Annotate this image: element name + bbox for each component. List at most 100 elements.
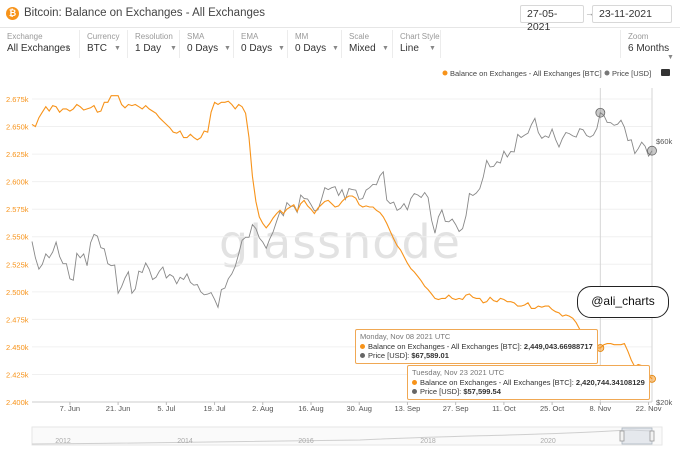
- chevron-down-icon: ▼: [64, 45, 71, 52]
- axes: 2.400k 2.425k 2.450k 2.475k 2.500k 2.525k 2.55…: [6, 95, 673, 413]
- navigator[interactable]: 2012 2014 2016 2018 2020: [31, 426, 663, 446]
- resolution-value: 1 Day: [135, 43, 162, 54]
- y-left-tick-label: 2.650k: [6, 123, 29, 132]
- sma-label: SMA: [187, 32, 205, 41]
- tooltip-balance-value: 2,449,043.66988717: [523, 341, 593, 351]
- balance-dot-icon: [412, 379, 417, 385]
- chevron-down-icon: ▼: [667, 54, 674, 61]
- currency-select[interactable]: Currency BTC ▼: [80, 30, 128, 58]
- x-tick-label: 25. Oct: [540, 404, 565, 413]
- balance-dot-icon: [360, 343, 365, 349]
- tooltip-balance-label: Balance on Exchanges - All Exchanges [BT…: [420, 377, 576, 387]
- chart-style-label: Chart Style: [400, 32, 440, 41]
- balance-series-line: [31, 95, 653, 380]
- y-right-tick-label: $60k: [656, 137, 673, 146]
- chevron-down-icon: ▼: [382, 45, 389, 52]
- y-left-tick-label: 2.450k: [6, 343, 29, 352]
- navigator-series: [31, 429, 653, 445]
- navigator-handle-right[interactable]: [649, 430, 655, 442]
- y-left-tick-label: 2.675k: [6, 95, 29, 104]
- x-tick-label: 30. Aug: [346, 404, 371, 413]
- tooltip-nov-08: Monday, Nov 08 2021 UTC Balance on Excha…: [355, 329, 598, 364]
- annotation-bubble: @ali_charts: [577, 286, 669, 318]
- chevron-down-icon: ▼: [224, 45, 231, 52]
- tooltip-price-value: $57,599.54: [463, 387, 501, 396]
- x-tick-label: 7. Jun: [60, 404, 80, 413]
- navigator-year-label: 2020: [540, 438, 556, 445]
- series-layer: [31, 95, 657, 383]
- resolution-select[interactable]: Resolution 1 Day ▼: [128, 30, 180, 58]
- arrow-right-icon: →: [585, 8, 594, 18]
- scale-select[interactable]: Scale Mixed ▼: [342, 30, 393, 58]
- x-tick-label: 13. Sep: [395, 404, 421, 413]
- zoom-value: 6 Months: [628, 43, 670, 54]
- legend-balance-label: Balance on Exchanges - All Exchanges [BT…: [450, 69, 602, 78]
- exchange-value: All Exchanges: [7, 43, 71, 54]
- tooltip-price-value: $67,589.01: [411, 351, 449, 360]
- x-tick-label: 27. Sep: [443, 404, 469, 413]
- y-left-tick-label: 2.550k: [6, 233, 29, 242]
- scale-value: Mixed: [349, 43, 376, 54]
- legend: Balance on Exchanges - All Exchanges [BT…: [442, 69, 670, 78]
- mm-label: MM: [295, 32, 309, 41]
- exchange-label: Exchange: [7, 32, 43, 41]
- navigator-year-label: 2012: [55, 438, 71, 445]
- price-highlight-marker: [595, 107, 606, 118]
- y-left-tick-label: 2.425k: [6, 370, 29, 379]
- mm-value: 0 Days: [295, 43, 327, 54]
- tooltip-price-label: Price [USD]:: [420, 387, 464, 396]
- exchange-select[interactable]: Exchange All Exchanges ▼: [0, 30, 80, 58]
- ema-select[interactable]: EMA 0 Days ▼: [234, 30, 288, 58]
- camera-icon[interactable]: [661, 69, 670, 76]
- legend-price-label: Price [USD]: [612, 69, 651, 78]
- ema-value: 0 Days: [241, 43, 273, 54]
- title-bar: ₿ Bitcoin: Balance on Exchanges - All Ex…: [0, 0, 680, 33]
- date-start-field[interactable]: 27-05-2021: [520, 5, 584, 33]
- tooltip-balance-row: Balance on Exchanges - All Exchanges [BT…: [360, 342, 593, 352]
- price-series-line: [31, 111, 653, 309]
- zoom-label: Zoom: [628, 32, 649, 41]
- navigator-handle-left[interactable]: [619, 430, 625, 442]
- tooltip-balance-row: Balance on Exchanges - All Exchanges [BT…: [412, 378, 645, 388]
- price-dot-icon: [412, 389, 417, 394]
- zoom-select[interactable]: Zoom 6 Months ▼: [620, 30, 680, 61]
- tooltip-date: Monday, Nov 08 2021 UTC: [360, 332, 451, 341]
- navigator-selection[interactable]: [621, 427, 653, 445]
- navigator-year-label: 2018: [420, 438, 436, 445]
- x-tick-label: 5. Jul: [157, 404, 175, 413]
- navigator-year-label: 2016: [298, 438, 314, 445]
- balance-highlight-marker: [596, 344, 605, 352]
- navigator-track[interactable]: [31, 426, 663, 446]
- chevron-down-icon: ▼: [170, 45, 177, 52]
- scale-label: Scale: [349, 32, 370, 41]
- y-left-tick-label: 2.475k: [6, 315, 29, 324]
- date-end-field[interactable]: 23-11-2021: [592, 5, 672, 23]
- chart-style-select[interactable]: Chart Style Line ▼: [393, 30, 441, 58]
- mm-select[interactable]: MM 0 Days ▼: [288, 30, 342, 58]
- price-highlight-marker: [647, 145, 657, 156]
- x-tick-label: 21. Jun: [106, 404, 131, 413]
- y-right-tick-label: $20k: [656, 398, 673, 407]
- x-tick-label: 19. Jul: [204, 404, 226, 413]
- resolution-label: Resolution: [135, 32, 173, 41]
- y-left-tick-label: 2.525k: [6, 260, 29, 269]
- sma-select[interactable]: SMA 0 Days ▼: [180, 30, 234, 58]
- tooltip-balance-label: Balance on Exchanges - All Exchanges [BT…: [368, 341, 524, 351]
- tooltip-date: Tuesday, Nov 23 2021 UTC: [412, 368, 505, 377]
- currency-value: BTC: [87, 43, 107, 54]
- currency-label: Currency: [87, 32, 120, 41]
- x-tick-label: 22. Nov: [636, 404, 662, 413]
- y-left-tick-label: 2.400k: [6, 398, 29, 407]
- chevron-down-icon: ▼: [429, 45, 436, 52]
- y-left-tick-label: 2.575k: [6, 205, 29, 214]
- bitcoin-icon: ₿: [6, 7, 19, 20]
- chevron-down-icon: ▼: [332, 45, 339, 52]
- y-left-tick-label: 2.500k: [6, 288, 29, 297]
- tooltip-balance-value: 2,420,744.34108129: [575, 377, 645, 387]
- legend-price-swatch: [604, 70, 610, 76]
- chart-style-value: Line: [400, 43, 419, 54]
- sma-value: 0 Days: [187, 43, 219, 54]
- navigator-year-label: 2014: [177, 438, 193, 445]
- chevron-down-icon: ▼: [114, 45, 121, 52]
- legend-balance-swatch: [442, 70, 448, 76]
